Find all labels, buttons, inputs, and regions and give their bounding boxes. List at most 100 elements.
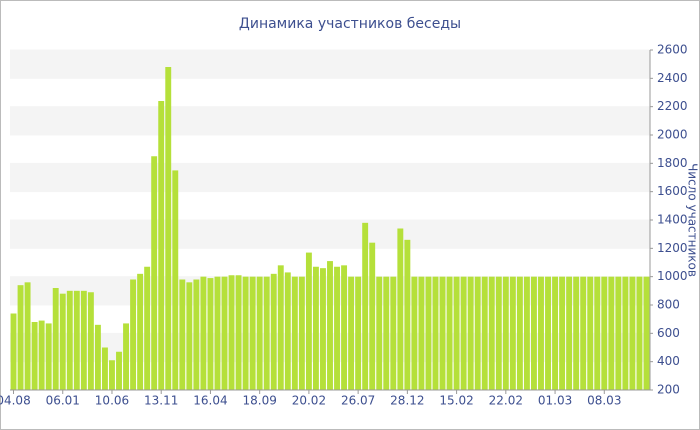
x-tick-label: 20.02 [292, 394, 326, 408]
x-tick-label: 26.07 [341, 394, 375, 408]
bar [116, 351, 122, 390]
bar [101, 347, 108, 390]
bar [214, 276, 221, 390]
bar [193, 279, 200, 390]
bar [228, 275, 235, 390]
bar [186, 282, 193, 390]
bar [615, 276, 622, 390]
y-tick-label: 1400 [657, 213, 688, 227]
bar [376, 276, 383, 390]
y-tick-label: 2600 [657, 43, 688, 57]
bar [566, 276, 573, 390]
bar [59, 293, 66, 390]
bar [334, 266, 340, 390]
bar [73, 290, 80, 390]
bar [629, 276, 636, 390]
grid-band [10, 50, 650, 79]
bar [94, 324, 101, 390]
bar [80, 290, 87, 390]
bar [559, 276, 566, 390]
bar [425, 276, 432, 390]
bar [397, 228, 404, 390]
y-tick-label: 2400 [657, 71, 688, 85]
bar [481, 276, 488, 390]
y-tick-label: 400 [657, 354, 680, 368]
y-tick-label: 1000 [657, 269, 688, 283]
bar [151, 156, 158, 390]
bar [608, 276, 615, 390]
grid-band [10, 106, 650, 135]
bar [369, 242, 376, 390]
x-tick-label: 06.01 [46, 394, 80, 408]
bar [221, 276, 228, 390]
x-tick-label: 01.03 [538, 394, 572, 408]
bar [580, 276, 587, 390]
bar [123, 323, 129, 390]
bar [165, 67, 172, 390]
x-tick-label: 22.02 [489, 394, 523, 408]
bar [432, 276, 439, 390]
bar [327, 261, 333, 390]
bar [601, 276, 608, 390]
bar [277, 265, 284, 390]
bar [355, 276, 362, 390]
bar [404, 239, 411, 390]
y-tick-label: 1800 [657, 156, 688, 170]
x-tick-label: 18.09 [242, 394, 276, 408]
bar [249, 276, 256, 390]
bar [305, 252, 312, 390]
bar [31, 322, 38, 390]
bar [453, 276, 460, 390]
bar [523, 276, 530, 390]
x-tick-label: 10.06 [95, 394, 129, 408]
bar [509, 276, 516, 390]
bar [495, 276, 502, 390]
x-tick-label: 28.12 [390, 394, 424, 408]
grid-band [10, 220, 650, 249]
bar [235, 275, 242, 390]
chart-title: Динамика участников беседы [239, 16, 461, 32]
bar [467, 276, 474, 390]
bar [158, 101, 165, 390]
bar [538, 276, 544, 390]
bar [24, 282, 31, 390]
bar [144, 266, 151, 390]
bar [594, 276, 601, 390]
bar [200, 276, 207, 390]
bar [320, 268, 326, 390]
bar [130, 279, 137, 390]
bar [87, 292, 94, 390]
bar [270, 273, 277, 390]
bar [418, 276, 425, 390]
bar [263, 276, 270, 390]
x-tick-label: 04.08 [0, 394, 31, 408]
bar [411, 276, 418, 390]
bar [390, 276, 397, 390]
bar [10, 313, 17, 390]
bar [460, 276, 467, 390]
bar [446, 276, 453, 390]
bar [545, 276, 551, 390]
x-tick-label: 08.03 [587, 394, 621, 408]
bar [179, 279, 186, 390]
bar [291, 276, 298, 390]
y-tick-label: 600 [657, 326, 680, 340]
bar [362, 222, 369, 390]
bar [52, 288, 59, 390]
x-tick-label: 13.11 [144, 394, 178, 408]
bar [284, 272, 291, 390]
bar [488, 276, 495, 390]
bar [474, 276, 481, 390]
grid-band [10, 163, 650, 192]
bar [643, 276, 650, 390]
bar [552, 276, 559, 390]
bar [109, 360, 115, 390]
bar [45, 323, 52, 390]
bar [38, 320, 45, 390]
bar [516, 276, 523, 390]
y-axis-label: Число участников [686, 163, 700, 277]
bar [636, 276, 643, 390]
y-tick-label: 2200 [657, 99, 688, 113]
bar [439, 276, 446, 390]
